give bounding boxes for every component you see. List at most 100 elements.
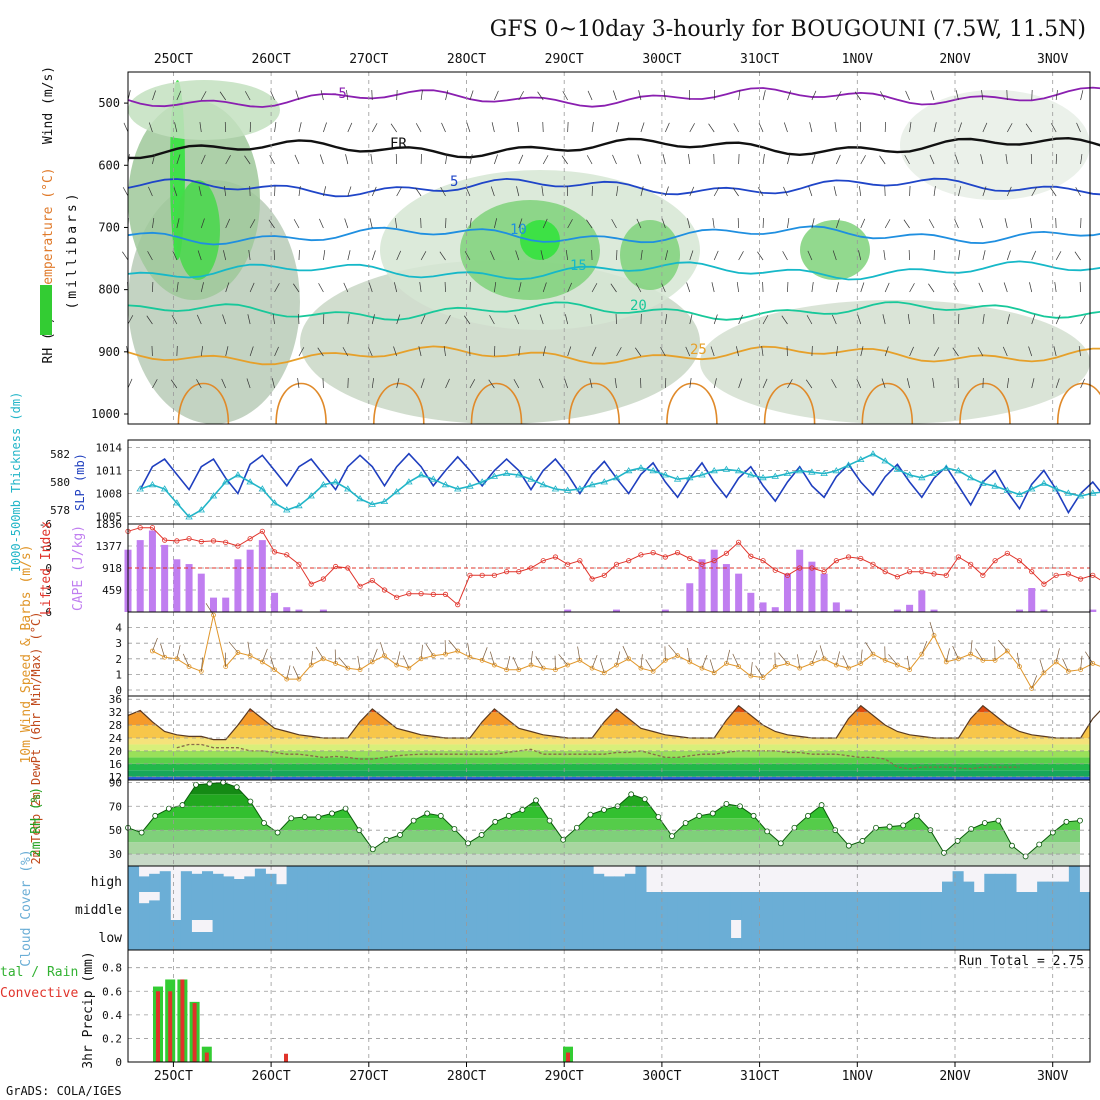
wind-barb bbox=[1076, 122, 1081, 133]
cloud-cell bbox=[212, 873, 224, 892]
lifted-index-point bbox=[479, 572, 485, 578]
rh-shading bbox=[900, 90, 1090, 200]
wind-barb bbox=[733, 123, 739, 133]
rh-point bbox=[492, 818, 499, 825]
wind-barb bbox=[762, 315, 769, 325]
wind-barb bbox=[736, 282, 739, 293]
wind-barb bbox=[394, 282, 398, 293]
cloud-cell bbox=[223, 920, 235, 950]
rh-point bbox=[451, 826, 458, 832]
wind-barb bbox=[249, 219, 256, 229]
wind-barb bbox=[274, 346, 279, 357]
wind-speed-point bbox=[650, 668, 656, 674]
rh-point bbox=[274, 829, 281, 836]
wind-barb bbox=[879, 155, 886, 165]
rh-point bbox=[410, 817, 417, 824]
wind-barb bbox=[590, 314, 593, 325]
cloud-cell bbox=[920, 892, 932, 920]
pressure-tick-label: 900 bbox=[98, 345, 120, 359]
pressure-tick-label: 800 bbox=[98, 283, 120, 297]
wind-barb bbox=[1050, 187, 1057, 197]
cloud-cell bbox=[233, 879, 245, 892]
wind-barb bbox=[732, 653, 739, 667]
lifted-index-point bbox=[1090, 572, 1096, 578]
thickness-point bbox=[881, 457, 889, 464]
wind-barb bbox=[1031, 675, 1038, 689]
wind-barb bbox=[732, 187, 739, 197]
wind-barb bbox=[782, 251, 788, 261]
wind-barb bbox=[929, 621, 935, 636]
wind-barb bbox=[147, 251, 153, 261]
lifted-index-point bbox=[870, 561, 876, 567]
cloud-cell bbox=[931, 920, 943, 950]
rh-band bbox=[128, 818, 1080, 831]
wind-speed-point bbox=[320, 656, 326, 662]
wind-barb bbox=[806, 315, 813, 325]
top-date-label: 31OCT bbox=[740, 52, 779, 67]
temperature-tick-label: 24 bbox=[109, 732, 123, 745]
bottom-date-label: 27OCT bbox=[349, 1069, 388, 1084]
cloud-cell bbox=[593, 920, 605, 950]
cloud-cell bbox=[371, 920, 383, 950]
rh-point bbox=[179, 802, 186, 808]
cloud-cell bbox=[846, 920, 858, 950]
rh-point bbox=[995, 817, 1002, 824]
wind-barb bbox=[396, 378, 400, 389]
contour-label: 10 bbox=[510, 222, 527, 238]
cloud-cell bbox=[720, 920, 732, 950]
wind-barb bbox=[904, 155, 910, 165]
rh-shading bbox=[700, 300, 1090, 424]
wind-speed-point bbox=[235, 650, 241, 655]
wind-barb bbox=[586, 155, 593, 165]
wind-barb bbox=[687, 218, 691, 229]
wind-barb bbox=[831, 314, 837, 325]
rh-point bbox=[206, 780, 213, 787]
thickness-point bbox=[295, 502, 303, 509]
thickness-point bbox=[954, 467, 963, 474]
thickness-point bbox=[832, 467, 841, 474]
cloud-cell bbox=[244, 876, 256, 892]
cape-bar bbox=[246, 549, 254, 612]
wind-barb bbox=[512, 656, 520, 670]
lifted-index-point bbox=[1053, 572, 1059, 578]
wind-barb bbox=[148, 186, 153, 197]
wind-barb bbox=[538, 378, 544, 389]
cloud-cell bbox=[254, 920, 266, 950]
temperature-contour bbox=[568, 382, 620, 425]
lifted-tick-label: -3 bbox=[39, 540, 52, 553]
precip-axis-label: 3hr Precip (mm) bbox=[81, 951, 96, 1068]
wind-barb bbox=[835, 282, 839, 293]
wind-barb bbox=[975, 648, 984, 661]
wind-barb bbox=[811, 90, 817, 101]
wind-barb bbox=[494, 282, 497, 293]
rh-point bbox=[941, 849, 947, 856]
wind-barb bbox=[419, 282, 422, 293]
wind-barb bbox=[223, 186, 227, 197]
wind-barb bbox=[787, 90, 791, 101]
wind-barb bbox=[952, 347, 959, 357]
contour-label: 15 bbox=[570, 258, 587, 274]
wind-barb bbox=[781, 315, 788, 325]
wind-speed-point bbox=[1065, 668, 1071, 674]
wind-barb bbox=[783, 186, 788, 197]
rh-point bbox=[573, 824, 580, 831]
lifted-index-point bbox=[638, 552, 644, 558]
rh-ylabel: 2m RH (%) bbox=[29, 787, 44, 857]
wind-barb bbox=[269, 155, 275, 165]
cloud-cell bbox=[825, 892, 837, 920]
wind-barb bbox=[567, 282, 573, 293]
wind-barb bbox=[1028, 346, 1033, 357]
rh-point bbox=[1022, 853, 1029, 860]
cape-tick-label: 918 bbox=[102, 562, 122, 575]
wind-barb bbox=[445, 315, 451, 325]
wind-barb bbox=[152, 637, 158, 652]
cloud-cell bbox=[1068, 892, 1080, 920]
wind-barb bbox=[589, 378, 593, 389]
lifted-index-point bbox=[968, 561, 974, 567]
wind-barb bbox=[420, 251, 427, 261]
cloud-cell bbox=[688, 920, 700, 950]
wind-barb bbox=[542, 218, 548, 229]
rh-shading bbox=[176, 180, 220, 280]
rh-point bbox=[165, 805, 172, 812]
bottom-date-label: 26OCT bbox=[252, 1069, 291, 1084]
